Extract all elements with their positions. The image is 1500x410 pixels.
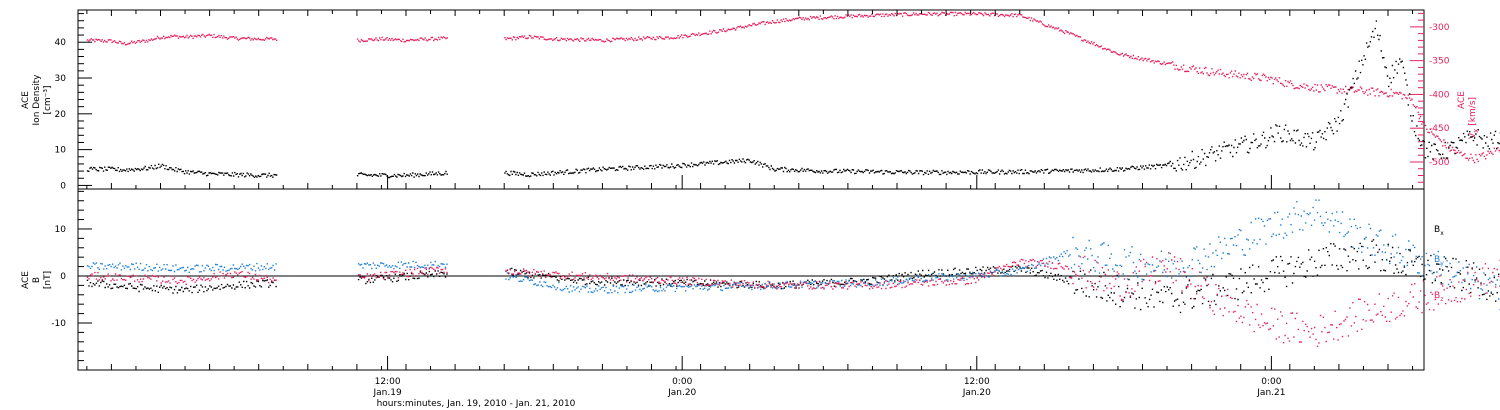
top-right-ylabel: ACE Vx [km/s] [1457, 91, 1480, 139]
top-right-ylabel-line: [km/s] [1468, 97, 1478, 126]
bottom-tick-label: 10 [55, 225, 67, 235]
top-left-ylabel-line: ACE [21, 91, 31, 109]
legend-entry: Bx [1434, 225, 1444, 237]
x-tick-time: 12:00 [964, 377, 990, 387]
left-tick-label: 30 [55, 74, 67, 84]
bottom-frame [77, 188, 1425, 371]
legend-label: B [1434, 225, 1440, 235]
bx-series [86, 238, 1500, 314]
x-tick-date: Jan.21 [1256, 388, 1285, 398]
right-tick-label: -450 [1429, 124, 1450, 134]
left-tick-label: 10 [55, 146, 67, 156]
top-right-ylabel-line: ACE [1457, 91, 1467, 109]
right-tick-label: -350 [1429, 57, 1450, 67]
top-left-ylabel: ACEIon Density[cm⁻³] [21, 74, 53, 126]
top-right-ylabel-sub: x [1472, 129, 1480, 133]
left-tick-label: 20 [55, 110, 67, 120]
legend-sub: x [1440, 230, 1444, 237]
legend-sub: y [1440, 260, 1444, 267]
bottom-ylabel-line: [nT] [43, 271, 53, 289]
bottom-ylabel: ACEB[nT] [21, 271, 53, 289]
legend-entry: Bz [1434, 291, 1443, 303]
left-tick-label: 0 [60, 181, 66, 191]
right-tick-label: -400 [1429, 90, 1450, 100]
x-tick-date: Jan.20 [667, 388, 696, 398]
legend-entry: By [1434, 255, 1444, 267]
right-tick-label: -300 [1429, 23, 1450, 33]
top-right-ylabel-line: V [1468, 132, 1478, 139]
by-series [86, 199, 1500, 311]
x-axis-label: hours:minutes, Jan. 19, 2010 - Jan. 21, … [377, 399, 576, 409]
legend-label: B [1434, 255, 1440, 265]
legend-sub: z [1440, 296, 1443, 303]
bottom-tick-label: -10 [51, 319, 66, 329]
left-tick-label: 40 [55, 38, 67, 48]
x-tick-time: 0:00 [672, 377, 692, 387]
bz-series [86, 252, 1500, 347]
ion-density-series [86, 20, 1500, 179]
x-tick-time: 0:00 [1261, 377, 1281, 387]
x-tick-time: 12:00 [375, 377, 401, 387]
bottom-ylabel-line: B [32, 277, 42, 283]
solar-wind-vx-series [86, 11, 1500, 164]
bottom-tick-label: 0 [60, 272, 66, 282]
right-tick-label: -500 [1429, 158, 1450, 168]
x-tick-date: Jan.19 [372, 388, 401, 398]
x-tick-date: Jan.20 [962, 388, 991, 398]
top-left-ylabel-line: Ion Density [32, 74, 42, 126]
bottom-ylabel-line: ACE [21, 271, 31, 289]
x-axis: 12:00Jan.190:00Jan.2012:00Jan.200:00Jan.… [86, 10, 1414, 398]
legend-label: B [1434, 291, 1440, 301]
top-left-ylabel-line: [cm⁻³] [43, 85, 53, 114]
